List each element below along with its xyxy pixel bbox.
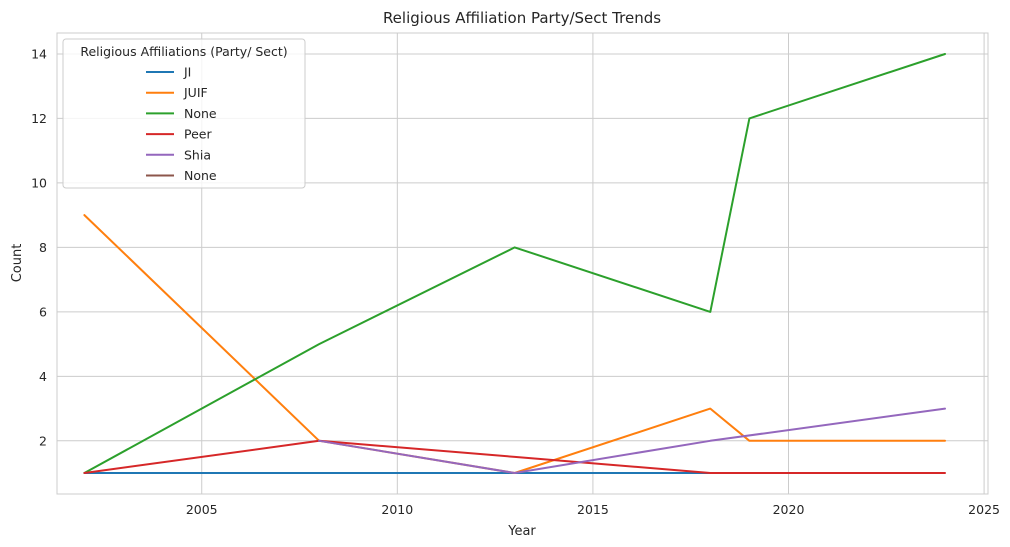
series-line-shia-4: [318, 407, 946, 474]
legend-label: Shia: [184, 147, 211, 162]
y-tick-label: 14: [31, 46, 47, 61]
x-axis-label: Year: [507, 524, 536, 539]
plot-frame: [56, 32, 989, 495]
y-tick-label: 8: [39, 240, 47, 255]
series-line-none-2: [83, 53, 946, 474]
series-line-peer-3: [83, 439, 946, 474]
legend-label: JI: [183, 65, 191, 80]
y-tick-label: 6: [39, 304, 47, 319]
x-tick-label: 2020: [773, 502, 805, 517]
tick-labels: 2005 2010 2015 2020 2025 2 4 6 8 10 12 14: [31, 46, 1000, 517]
y-tick-label: 4: [39, 369, 47, 384]
legend: Religious Affiliations (Party/ Sect) JIJ…: [62, 38, 306, 189]
legend-label: None: [184, 106, 217, 121]
y-tick-label: 10: [31, 175, 47, 190]
x-tick-label: 2015: [577, 502, 609, 517]
series-lines: [83, 53, 946, 474]
legend-title: Religious Affiliations (Party/ Sect): [80, 44, 287, 59]
legend-box: [62, 38, 306, 189]
legend-label: None: [184, 168, 217, 183]
x-tick-label: 2025: [968, 502, 1000, 517]
legend-label: JUIF: [183, 85, 208, 100]
x-tick-label: 2010: [381, 502, 413, 517]
chart-title: Religious Affiliation Party/Sect Trends: [383, 9, 661, 27]
legend-entries: JI JUIF None Peer Shia None: [146, 65, 217, 183]
legend-label: Peer: [184, 127, 212, 142]
y-axis-label: Count: [10, 244, 25, 283]
x-tick-label: 2005: [186, 502, 218, 517]
y-tick-label: 2: [39, 433, 47, 448]
series-line-juif-1: [83, 214, 946, 474]
y-tick-label: 12: [31, 111, 47, 126]
